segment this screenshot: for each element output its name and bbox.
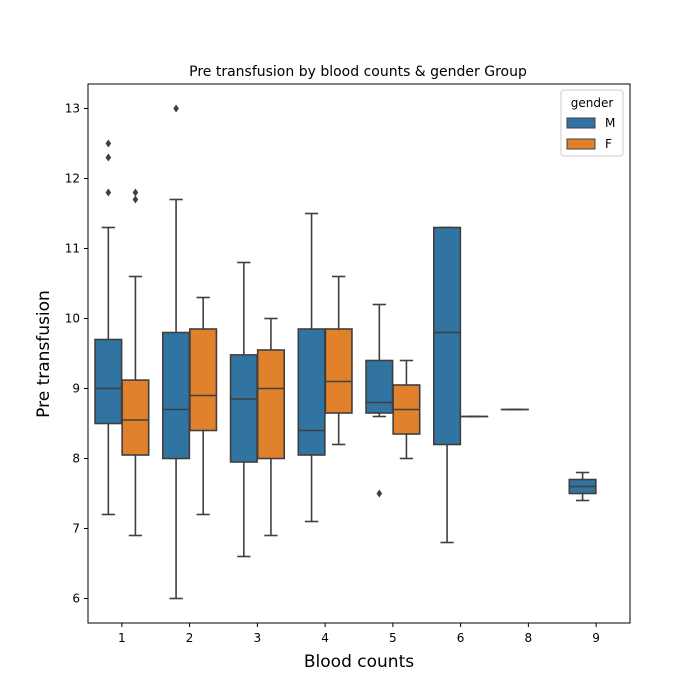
box-body <box>256 349 286 460</box>
legend-title: gender <box>571 96 614 110</box>
box-f-4 <box>324 275 353 446</box>
box-body <box>161 331 191 460</box>
y-tick-label: 12 <box>65 172 80 186</box>
plot-area <box>94 104 597 600</box>
box-m-9 <box>568 471 597 502</box>
y-tick-label: 6 <box>72 592 80 606</box>
box-body <box>297 328 326 456</box>
box-body <box>189 328 218 432</box>
legend: gender M F <box>560 89 624 157</box>
x-tick-label: 5 <box>389 631 397 645</box>
x-tick-label: 6 <box>457 631 465 645</box>
y-axis: 6 7 8 9 10 11 12 13 <box>65 102 88 606</box>
box-body <box>365 359 394 414</box>
outlier-point <box>132 188 139 197</box>
box-f-1 <box>121 188 150 537</box>
outlier-point <box>132 195 139 204</box>
box-m-6 <box>432 226 462 544</box>
y-tick-label: 10 <box>65 312 80 326</box>
x-tick-label: 1 <box>118 631 126 645</box>
outlier-point <box>173 104 179 113</box>
box-m-3 <box>229 261 258 558</box>
x-tick-label: 9 <box>592 631 600 645</box>
x-tick-label: 2 <box>186 631 194 645</box>
box-body <box>121 379 150 456</box>
y-axis-label: Pre transfusion <box>34 290 54 418</box>
x-axis: 1 2 3 4 5 6 8 9 <box>118 623 600 645</box>
legend-swatch-f <box>566 138 596 150</box>
box-f-3 <box>256 317 286 537</box>
y-tick-label: 8 <box>72 452 80 466</box>
y-tick-label: 11 <box>65 242 80 256</box>
box-m-1 <box>94 139 123 516</box>
y-tick-label: 9 <box>72 382 80 396</box>
box-body <box>229 354 258 463</box>
box-f-2 <box>189 296 218 516</box>
box-m-2 <box>161 104 191 600</box>
box-f-5 <box>392 359 421 460</box>
x-tick-label: 4 <box>321 631 329 645</box>
y-tick-label: 13 <box>65 102 80 116</box>
x-axis-label: Blood counts <box>304 652 414 672</box>
legend-label-m: M <box>605 116 615 130</box>
box-m-5 <box>365 303 394 498</box>
box-m-4 <box>297 212 326 523</box>
x-tick-label: 3 <box>254 631 262 645</box>
outlier-point <box>105 153 112 162</box>
chart-title: Pre transfusion by blood counts & gender… <box>189 64 527 80</box>
legend-label-f: F <box>605 137 612 151</box>
x-tick-label: 8 <box>525 631 533 645</box>
box-body <box>432 226 462 446</box>
box-body <box>94 338 123 425</box>
legend-swatch-m <box>566 117 596 129</box>
outlier-point <box>376 489 383 498</box>
outlier-point <box>105 188 112 197</box>
plot-frame <box>87 83 631 624</box>
box-body <box>324 328 353 414</box>
y-tick-label: 7 <box>72 522 80 536</box>
outlier-point <box>105 139 112 148</box>
